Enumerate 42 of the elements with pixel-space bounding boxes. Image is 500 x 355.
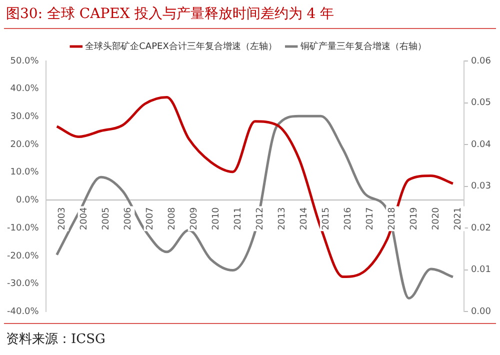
x-tick-label: 2010	[212, 206, 222, 230]
line-series	[56, 96, 454, 278]
x-tick-label: 2011	[234, 207, 244, 230]
x-tick-label: 2019	[410, 206, 420, 230]
x-tick-label: 2008	[168, 206, 178, 230]
y2-tick-label: 0.06	[470, 56, 492, 66]
x-tick-label: 2016	[344, 206, 354, 230]
y-tick-label: -30.0%	[6, 279, 40, 290]
y-tick-label: 20.0%	[10, 140, 40, 150]
chart-title: 图30: 全球 CAPEX 投入与产量释放时间差约为 4 年	[6, 5, 334, 23]
x-tick-label: 2004	[80, 206, 90, 230]
y2-tick-label: 0.04	[470, 140, 492, 150]
y2-tick-label: 0.00	[470, 306, 492, 317]
y2-tick-label: 0.05	[470, 98, 492, 108]
x-tick-label: 2005	[102, 207, 112, 230]
y-tick-label: 40.0%	[10, 84, 40, 94]
text: 资料来源：ICSG	[6, 331, 106, 348]
legend-label: 铜矿产量三年复合增速（右轴）	[299, 40, 426, 52]
x-tick-label: 2014	[300, 206, 310, 230]
line-series	[56, 114, 454, 300]
x-tick-label: 2013	[278, 207, 288, 230]
x-tick-label: 2012	[256, 207, 266, 230]
x-tick-label: 2007	[146, 207, 156, 230]
y2-tick-label: 0.03	[470, 182, 492, 192]
x-tick-label: 2021	[454, 207, 464, 230]
x-tick-label: 2015	[322, 207, 332, 230]
y-tick-label: 30.0%	[10, 112, 40, 122]
legend-label: 全球头部矿企CAPEX合计三年复合增速（左轴）	[85, 40, 277, 52]
y-tick-label: -20.0%	[6, 251, 40, 262]
y-tick-label: 50.0%	[10, 56, 40, 66]
y-tick-label: -10.0%	[6, 223, 40, 234]
y-tick-label: 0.0%	[16, 196, 40, 206]
x-tick-label: 2006	[124, 206, 134, 230]
y-tick-label: 10.0%	[10, 168, 40, 178]
y-tick-label: -40.0%	[6, 306, 40, 317]
x-tick-label: 2018	[388, 206, 398, 230]
x-tick-label: 2020	[432, 206, 442, 230]
x-tick-label: 2009	[190, 206, 200, 230]
y2-tick-label: 0.02	[470, 223, 492, 234]
x-tick-label: 2003	[58, 207, 68, 230]
y2-tick-label: 0.01	[470, 265, 492, 276]
x-tick-label: 2017	[366, 207, 376, 230]
